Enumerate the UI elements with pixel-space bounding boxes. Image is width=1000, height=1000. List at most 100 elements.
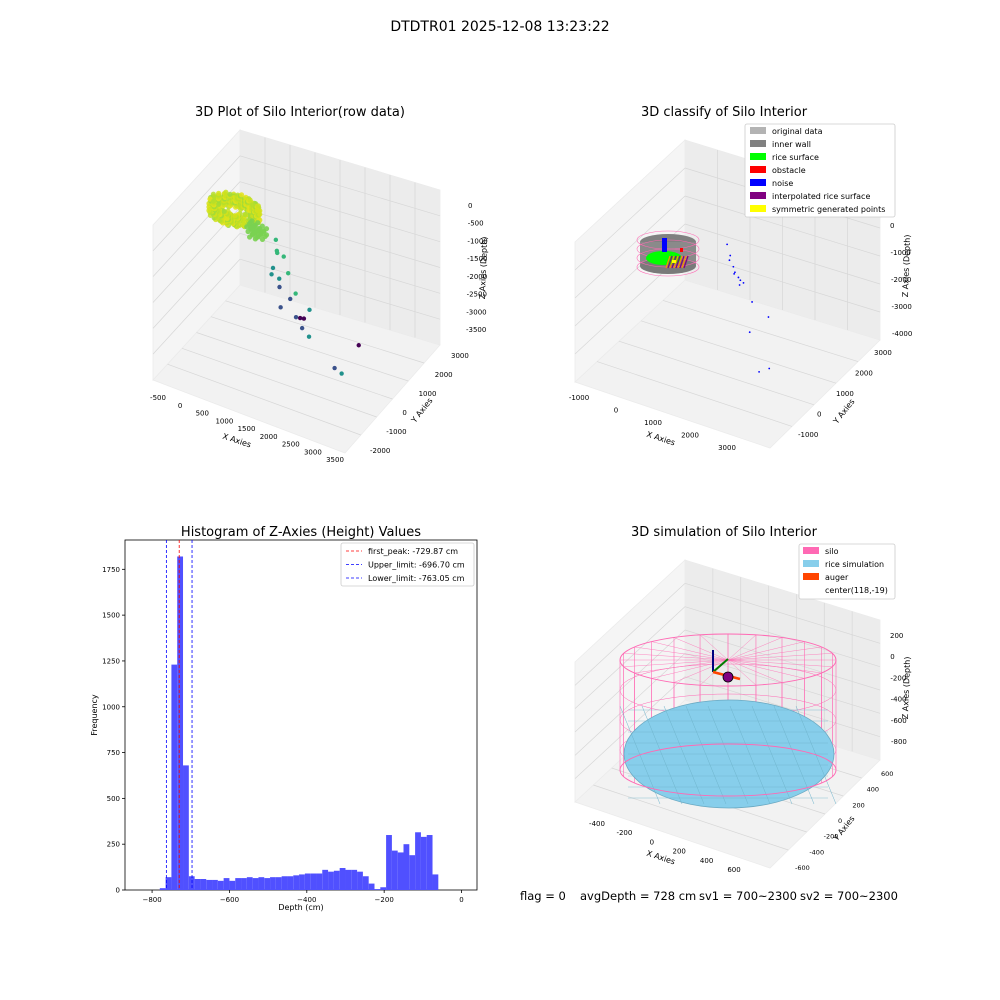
legend-label: first_peak: -729.87 cm xyxy=(368,547,458,556)
z-tick-label: -1000 xyxy=(891,249,911,257)
histogram-bar xyxy=(368,883,375,890)
y-axis-label: Frequency xyxy=(90,694,99,736)
data-point xyxy=(277,284,282,290)
noise-point xyxy=(726,243,729,246)
grid-line xyxy=(684,582,881,644)
data-point xyxy=(293,314,299,320)
y-tick-label: 0 xyxy=(817,411,821,419)
data-point xyxy=(274,248,280,254)
rice-mesh xyxy=(729,705,771,805)
x-tick-label: 3000 xyxy=(718,444,736,452)
figure-suptitle: DTDTR01 2025-12-08 13:23:22 xyxy=(390,19,609,35)
z-tick-label: 0 xyxy=(890,222,894,230)
silo-wire xyxy=(727,634,757,661)
cluster-point xyxy=(250,202,256,208)
cluster-point xyxy=(257,211,263,217)
silo-wire xyxy=(727,646,822,661)
histogram-bar xyxy=(316,873,323,890)
z-tick-label: -3500 xyxy=(466,326,486,334)
cluster-point xyxy=(227,191,233,197)
data-point xyxy=(285,271,291,276)
data-point xyxy=(288,296,293,302)
histogram-bar xyxy=(409,855,416,890)
y-tick-label: 1250 xyxy=(102,657,120,665)
y-tick-label: 500 xyxy=(107,795,120,803)
histogram-bar xyxy=(391,850,398,890)
x-tick-label: -400 xyxy=(589,820,605,828)
x-tick-label: 3000 xyxy=(304,448,322,456)
panel-title: 3D Plot of Silo Interior(row data) xyxy=(195,105,405,120)
legend-label: original data xyxy=(772,127,823,136)
symmetric-points xyxy=(672,260,676,263)
panel-title: 3D simulation of Silo Interior xyxy=(631,525,818,540)
legend-label: inner wall xyxy=(772,140,811,149)
center-marker xyxy=(722,671,734,683)
x-tick-label: −800 xyxy=(142,896,161,904)
data-point xyxy=(270,265,276,271)
sv2-text: sv2 = 700~2300 xyxy=(800,889,898,903)
y-axis-label: Y Axies xyxy=(409,396,435,425)
histogram-bar xyxy=(287,876,294,890)
histogram-bar xyxy=(362,876,369,890)
histogram-bar xyxy=(345,869,352,890)
noise-point xyxy=(751,301,753,303)
x-axis-label: X Axies xyxy=(221,432,252,450)
y-tick-label: 250 xyxy=(107,841,120,849)
histogram-bar xyxy=(217,880,224,890)
grid-line xyxy=(574,676,686,779)
grid-line xyxy=(574,583,686,686)
histogram-bar xyxy=(426,835,433,890)
cluster-point xyxy=(263,232,270,238)
interpolated-line xyxy=(683,255,689,269)
legend-swatch xyxy=(750,179,766,186)
z-tick-label: -2000 xyxy=(467,273,487,281)
z-tick-label: 200 xyxy=(890,632,903,640)
z-axis-label: Z Axies (Depth) xyxy=(478,236,489,299)
data-point xyxy=(281,254,286,259)
z-axis-label: Z Axies (Depth) xyxy=(901,234,912,297)
grid-line xyxy=(684,606,881,668)
y-axis-label: Y Axies xyxy=(831,397,857,426)
y-tick-label: -200 xyxy=(824,833,839,841)
z-axis-label: Z Axies (Depth) xyxy=(901,656,912,719)
cluster-point xyxy=(254,207,260,213)
sv1-text: sv1 = 700~2300 xyxy=(699,889,797,903)
simulation-3d-plot: 3D simulation of Silo Interior-400-20002… xyxy=(574,525,912,874)
x-tick-label: -500 xyxy=(150,394,166,402)
rice-surface xyxy=(646,251,682,265)
y-tick-label: -1000 xyxy=(386,428,406,436)
silo-wire xyxy=(673,659,729,683)
data-point xyxy=(339,371,344,376)
panel-title: 3D classify of Silo Interior xyxy=(641,105,808,120)
histogram-bar xyxy=(386,835,392,890)
legend: first_peak: -729.87 cm Upper_limit: -696.… xyxy=(340,542,475,587)
cluster-point xyxy=(232,213,238,219)
histogram-bar xyxy=(420,836,427,890)
pane-left xyxy=(574,139,686,383)
z-tick-label: -3000 xyxy=(466,308,486,316)
y-tick-label: 2000 xyxy=(435,371,453,379)
grid-line xyxy=(574,629,686,733)
grid-line xyxy=(152,258,241,355)
silo-wire xyxy=(727,653,833,661)
histogram-bar xyxy=(194,879,201,890)
histogram-bar xyxy=(293,875,300,890)
legend: silo rice simulation auger center(118,-19) xyxy=(798,543,896,600)
legend-swatch xyxy=(750,166,766,173)
y-tick-label: 1000 xyxy=(836,390,854,398)
interpolated-line xyxy=(665,255,671,269)
grid-line xyxy=(596,361,793,427)
legend-label: symmetric generated points xyxy=(772,205,885,214)
interpolated-line xyxy=(675,255,681,269)
cluster-point xyxy=(238,192,245,198)
noise-point xyxy=(738,284,741,286)
grid-line xyxy=(640,320,837,384)
legend-label: Upper_limit: -696.70 cm xyxy=(368,561,465,570)
z-tick-label: -2000 xyxy=(891,276,911,284)
grid-line xyxy=(181,348,377,418)
histogram-bar xyxy=(357,871,363,890)
cluster-point xyxy=(248,219,254,225)
histogram-bar xyxy=(333,870,340,890)
noise-point xyxy=(767,316,770,318)
data-point xyxy=(306,334,312,339)
